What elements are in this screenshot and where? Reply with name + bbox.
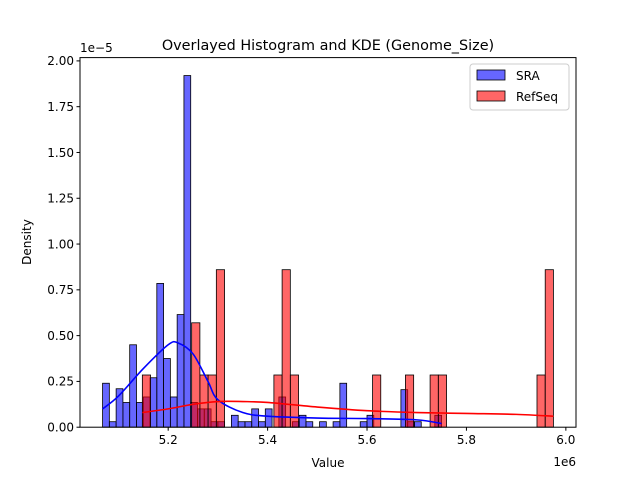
legend-label-sra: SRA [516, 69, 540, 83]
legend-swatch-refseq [476, 90, 506, 102]
kde-line-sra [102, 340, 442, 425]
bar-sra-46 [414, 421, 422, 428]
y-tick-label: 2.00 [47, 54, 74, 68]
bar-sra-9 [163, 358, 171, 428]
x-offset-label: 1e6 [553, 455, 576, 469]
bar-refseq-35 [429, 374, 439, 428]
legend: SRA RefSeq [469, 63, 570, 111]
bar-refseq-18 [289, 374, 299, 428]
bar-refseq-36 [437, 374, 447, 428]
bar-sra-32 [319, 421, 327, 428]
bar-sra-21 [244, 421, 253, 428]
chart-title: Overlayed Histogram and KDE (Genome_Size… [162, 38, 494, 54]
y-tick-label: 1.50 [47, 146, 74, 160]
bar-refseq-16 [273, 374, 283, 428]
bar-sra-22 [251, 408, 259, 428]
bar-sra-38 [359, 421, 368, 428]
x-tick-label: 5.4 [258, 433, 277, 447]
bar-sra-8 [156, 283, 164, 428]
bar-sra-23 [258, 421, 266, 428]
y-tick-label: 1.25 [47, 192, 74, 206]
y-axis: 0.00 0.25 0.50 0.75 1.00 1.25 1.50 1.75 2.00 [47, 54, 80, 435]
y-offset-label: 1e−5 [80, 41, 113, 55]
bar-sra-35 [339, 382, 348, 428]
x-tick-label: 5.6 [357, 433, 376, 447]
bar-sra-34 [332, 421, 341, 428]
kde-line-refseq [142, 400, 554, 418]
x-tick-label: 5.2 [159, 433, 178, 447]
x-axis: 5.2 5.4 5.6 5.8 6.0 [159, 427, 575, 447]
plot-frame [79, 57, 577, 428]
bar-sra-30 [305, 421, 314, 428]
x-tick-label: 6.0 [556, 433, 575, 447]
bar-refseq-0 [141, 374, 151, 428]
bars-layer [102, 75, 554, 428]
y-tick-label: 0.75 [47, 283, 74, 297]
x-tick-label: 5.8 [457, 433, 476, 447]
y-tick-label: 1.75 [47, 100, 74, 114]
bar-refseq-49 [544, 269, 554, 428]
bar-sra-10 [169, 396, 178, 428]
x-axis-label: Value [312, 456, 345, 470]
legend-swatch-sra [476, 69, 506, 81]
kde-layer [102, 340, 554, 425]
bar-sra-7 [149, 377, 158, 428]
legend-label-refseq: RefSeq [516, 90, 558, 104]
bar-sra-3 [122, 402, 131, 428]
bar-sra-20 [237, 421, 246, 428]
y-tick-label: 0.25 [47, 375, 74, 389]
y-axis-label: Density [20, 219, 34, 265]
bar-refseq-6 [191, 322, 201, 428]
bar-sra-4 [129, 344, 137, 428]
y-tick-label: 0.00 [47, 421, 74, 435]
bar-sra-1 [108, 421, 117, 428]
bar-refseq-7 [199, 374, 209, 428]
bar-sra-24 [264, 408, 273, 428]
bar-refseq-48 [536, 374, 546, 428]
y-tick-label: 0.50 [47, 329, 74, 343]
bar-sra-12 [183, 75, 192, 428]
bar-sra-19 [230, 414, 239, 428]
bar-sra-11 [176, 314, 185, 428]
y-tick-label: 1.00 [47, 237, 74, 251]
